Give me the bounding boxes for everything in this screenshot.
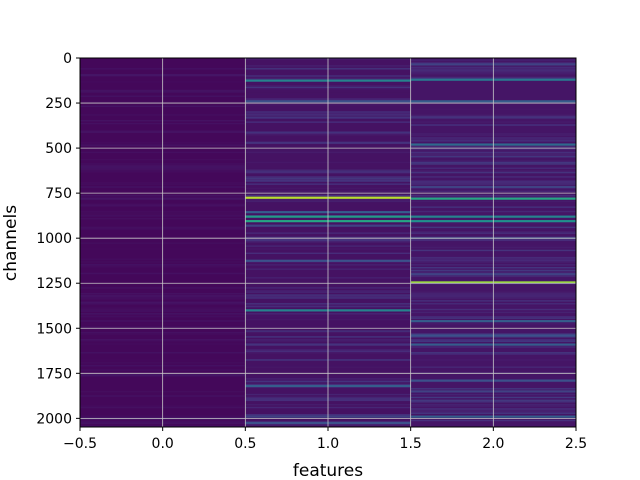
- x-axis: −0.5 0.0 0.5 1.0 1.5 2.0 2.5: [63, 427, 587, 452]
- x-tick-label: 0.0: [152, 436, 174, 452]
- x-tick-label: 0.5: [234, 436, 256, 452]
- y-tick-label: 750: [45, 186, 72, 202]
- y-axis: 0 250 500 750 1000 1250 1500 1750 2000: [36, 51, 80, 427]
- x-tick-label: −0.5: [63, 436, 97, 452]
- y-tick-label: 0: [63, 51, 72, 67]
- y-tick-label: 1000: [36, 231, 72, 247]
- x-tick-label: 2.0: [482, 436, 504, 452]
- y-axis-label: channels: [1, 205, 21, 281]
- x-tick-label: 1.5: [400, 436, 422, 452]
- x-tick-label: 1.0: [317, 436, 339, 452]
- x-axis-label: features: [293, 461, 363, 480]
- x-tick-label: 2.5: [565, 436, 587, 452]
- y-tick-label: 1500: [36, 321, 72, 337]
- y-tick-label: 1250: [36, 276, 72, 292]
- y-tick-label: 1750: [36, 366, 72, 382]
- y-tick-label: 2000: [36, 411, 72, 427]
- y-tick-label: 500: [45, 141, 72, 157]
- y-tick-label: 250: [45, 96, 72, 112]
